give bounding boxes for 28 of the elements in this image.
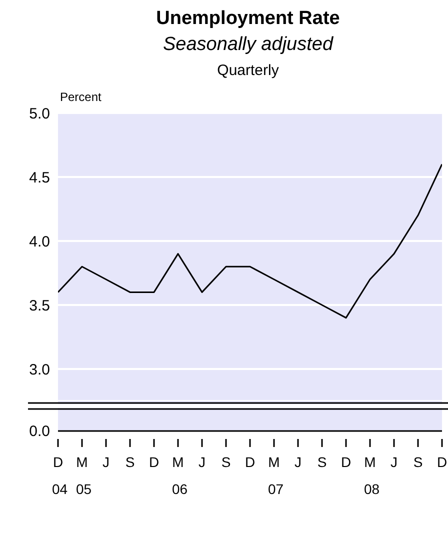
x-tick-label: D [340,454,352,470]
line-series [58,163,442,319]
text: Quarterly [216,62,280,79]
x-tick-label: D [148,454,160,470]
x-tick-label: D 04 [52,454,68,497]
x-tick-label: S [125,454,135,470]
x-tick-label: S [413,454,423,470]
x-tick-label: M 05 [76,454,92,497]
x-tick-label: D [244,454,256,470]
x-tick-label: J [198,454,206,470]
y-tick-label: 4.0 [29,233,50,250]
y-axis-title: Percent [60,90,102,104]
x-tick-label: M 07 [268,454,284,497]
x-tick-label: J [390,454,398,470]
y-tick-label: 5.0 [29,105,50,122]
y-tick-label: 3.5 [29,297,50,314]
text: 0.0 [29,423,50,440]
x-tick-label: S [317,454,327,470]
chart-subtitle: Seasonally adjusted [162,34,334,56]
chart-title: Unemployment Rate [155,8,341,30]
x-tick-label: S [221,454,231,470]
x-tick-label: J [294,454,302,470]
x-tick-label: J [102,454,110,470]
x-tick-label: M 08 [364,454,380,497]
y-tick-label: 4.5 [29,169,50,186]
x-tick-label: M 06 [172,454,188,497]
y-tick-label: 3.0 [29,361,50,378]
x-tick-label: D [436,454,448,470]
